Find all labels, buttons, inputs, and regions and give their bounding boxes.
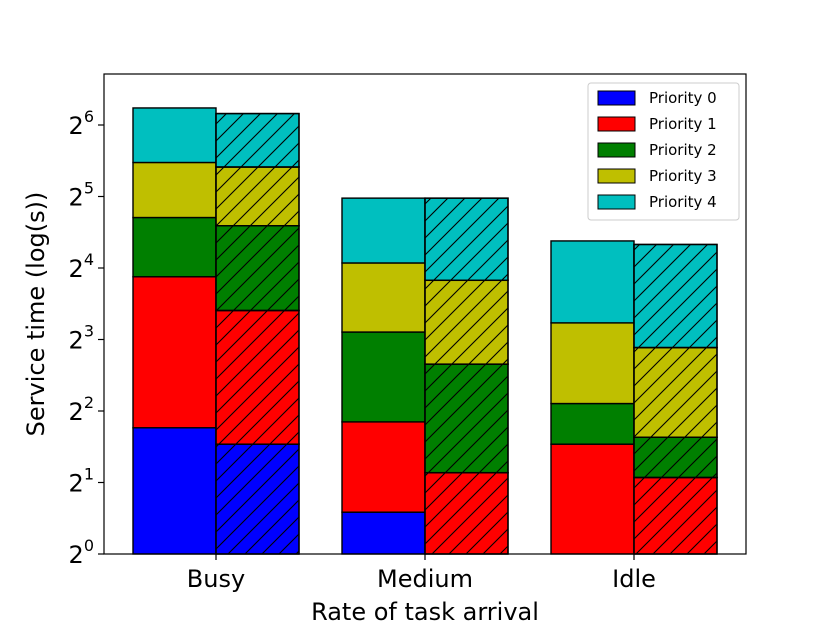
legend-swatch-priority-2 — [597, 142, 636, 158]
bar-busy-plain-priority-0 — [132, 427, 217, 555]
y-tick-label: 22 — [69, 393, 94, 426]
bar-busy-plain-priority-3 — [132, 161, 217, 219]
bar-busy-hatched-priority-3-hatch — [215, 166, 300, 227]
y-tick-label: 25 — [69, 179, 94, 212]
bar-busy-plain-priority-4 — [132, 107, 217, 164]
bars-layer — [132, 107, 718, 555]
bar-medium-hatched-priority-3-hatch — [424, 279, 509, 365]
y-tick-label: 20 — [69, 536, 94, 569]
bar-busy-plain-priority-1 — [132, 276, 217, 429]
legend-label-priority-1: Priority 1 — [649, 115, 717, 133]
legend-label-priority-2: Priority 2 — [649, 141, 717, 159]
y-axis-title: Service time (log(s)) — [22, 192, 50, 437]
y-tick-label: 23 — [69, 322, 94, 355]
bar-idle-hatched-priority-2-hatch — [633, 436, 718, 479]
x-tick-label-busy: Busy — [187, 565, 245, 593]
legend-swatch-priority-0 — [597, 90, 636, 106]
x-tick-label-medium: Medium — [377, 565, 473, 593]
bar-medium-hatched-priority-4-hatch — [424, 197, 509, 282]
bar-busy-hatched-priority-4-hatch — [215, 112, 300, 168]
bar-busy-hatched-priority-1-hatch — [215, 309, 300, 445]
bar-idle-hatched-priority-1-hatch — [633, 476, 718, 555]
legend-label-priority-0: Priority 0 — [649, 89, 717, 107]
bar-idle-plain-priority-3 — [550, 322, 635, 405]
bar-busy-hatched-priority-2-hatch — [215, 225, 300, 312]
bar-idle-hatched-priority-4-hatch — [633, 243, 718, 349]
bar-medium-plain-priority-0 — [341, 511, 426, 555]
x-tick-label-idle: Idle — [612, 565, 656, 593]
legend-label-priority-3: Priority 3 — [649, 167, 717, 185]
x-axis: Busy Medium Idle — [187, 554, 656, 593]
bar-busy-plain-priority-2 — [132, 216, 217, 278]
legend-swatch-priority-1 — [597, 116, 636, 132]
x-axis-title: Rate of task arrival — [311, 598, 539, 623]
bar-medium-hatched-priority-1-hatch — [424, 471, 509, 555]
legend-swatch-priority-3 — [597, 168, 636, 184]
legend: Priority 0 Priority 1 Priority 2 Priority 3… — [587, 82, 740, 221]
y-tick-label: 24 — [69, 250, 94, 283]
bar-busy-hatched-priority-0-hatch — [215, 443, 300, 555]
y-axis: 20 21 22 23 24 25 26 — [69, 107, 104, 569]
bar-idle-plain-priority-2 — [550, 402, 635, 445]
legend-swatch-priority-4 — [597, 194, 636, 210]
y-tick-label: 26 — [69, 107, 94, 140]
bar-idle-plain-priority-4 — [550, 240, 635, 324]
legend-label-priority-4: Priority 4 — [649, 193, 717, 211]
bar-medium-plain-priority-4 — [341, 197, 426, 264]
bar-medium-plain-priority-3 — [341, 262, 426, 333]
bar-medium-plain-priority-1 — [341, 421, 426, 513]
bar-idle-plain-priority-1 — [550, 443, 635, 555]
bar-medium-hatched-priority-2-hatch — [424, 363, 509, 474]
bar-idle-hatched-priority-3-hatch — [633, 346, 718, 438]
bar-medium-plain-priority-2 — [341, 331, 426, 423]
y-tick-label: 21 — [69, 465, 94, 498]
